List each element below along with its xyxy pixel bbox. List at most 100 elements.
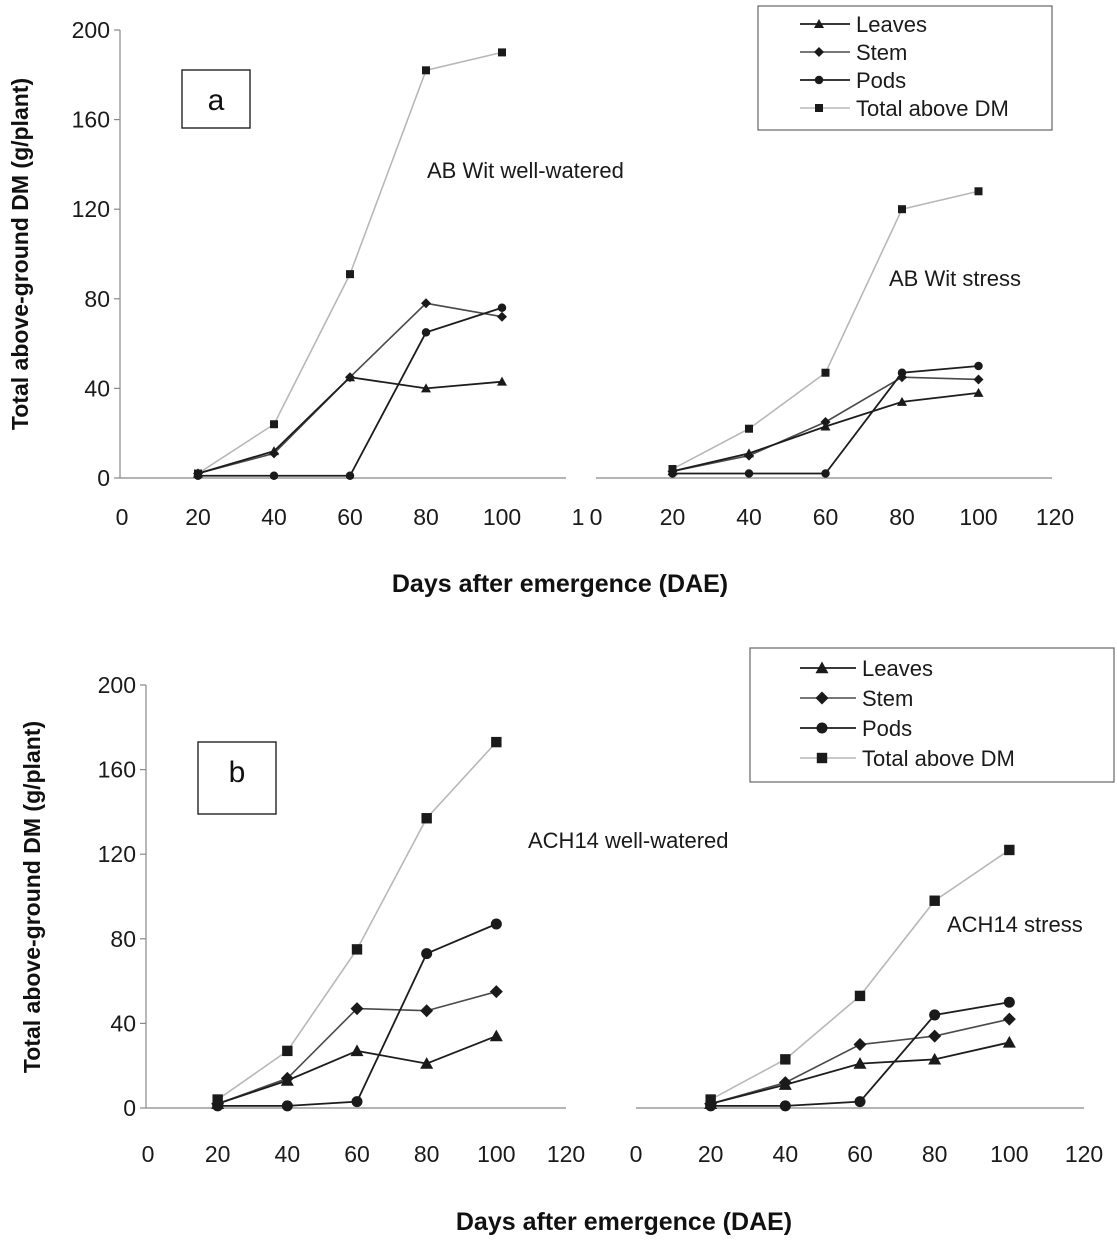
panel-b-subplot-1-point-leaves xyxy=(420,1057,434,1069)
panel-a-label-box xyxy=(181,69,251,129)
panel-b-subplot-2-point-pods xyxy=(705,1100,717,1112)
panel-b-subplot-1-point-total-above-dm xyxy=(351,944,363,955)
panel-a-subplot-1-point-pods xyxy=(269,471,279,481)
panel-a-subplot-1-x-tick-label: 60 xyxy=(337,504,363,530)
panel-a-subplot-1-point-leaves xyxy=(421,383,431,393)
panel-b-subplot-1-point-leaves xyxy=(489,1029,503,1042)
panel-a-subplot-1-x-tick-label: 40 xyxy=(261,504,287,530)
panel-b-subplot-1-point-pods xyxy=(281,1100,293,1112)
panel-b-subplot-1-point-leaves xyxy=(280,1074,294,1086)
panel-b-label-box xyxy=(197,741,277,815)
panel-b-subplot-2-point-leaves xyxy=(778,1078,792,1090)
panel-a-subplot-2-point-leaves xyxy=(744,448,754,458)
panel-b-y-axis-label: Total above-ground DM (g/plant) xyxy=(19,721,45,1073)
panel-b-subplot-1-point-total-above-dm xyxy=(421,813,432,824)
panel-b-subplot-1-x-tick-label: 0 xyxy=(142,1141,155,1167)
panel-b-subplot-1-point-stem xyxy=(489,985,503,999)
panel-b-subplot-1-point-leaves xyxy=(350,1044,364,1057)
panel-a-subplot-2-point-pods xyxy=(974,361,983,371)
panel-b-subplot-2-point-pods xyxy=(854,1096,866,1108)
panel-a-subplot-2-point-leaves xyxy=(820,421,831,431)
panel-b-subplot-1-point-pods xyxy=(490,918,502,930)
panel-b-y-tick-label: 200 xyxy=(98,672,136,698)
panel-b-y-tick-label: 40 xyxy=(110,1010,136,1036)
panel-b-subplot-2-point-pods xyxy=(1003,996,1015,1008)
panel-b-legend: Leaves Stem Pods Total above DM xyxy=(749,647,1115,783)
panel-a-subplot-2-point-total-above-dm xyxy=(974,187,983,196)
panel-b-legend-marker-leaves xyxy=(815,661,829,674)
panel-a-subplot-1-x-tick-label: 80 xyxy=(413,504,439,530)
panel-b-subplot-2-point-total-above-dm xyxy=(854,990,866,1002)
panel-a-legend-label-pods: Pods xyxy=(856,68,906,93)
panel-a-subplot-1-annotation: AB Wit well-watered xyxy=(427,158,624,183)
panel-a-subplot-1-point-total-above-dm xyxy=(346,270,354,279)
panel-b-legend-marker-pods xyxy=(816,722,828,734)
panel-a-legend-marker-stem xyxy=(814,47,824,57)
panel-a-subplot-2-x-tick-label: 20 xyxy=(660,504,686,530)
panel-a-subplot-1-point-leaves xyxy=(269,446,279,456)
panel-b-subplot-2-point-total-above-dm xyxy=(1004,844,1015,856)
panel-a-legend: Leaves Stem Pods Total above DM xyxy=(757,5,1053,131)
panel-a-subplot-1-point-leaves xyxy=(345,372,355,382)
panel-b-label-text: b xyxy=(229,756,246,789)
panel-a-subplot-2-line-leaves xyxy=(672,391,979,473)
panel-a-subplot-1-point-pods xyxy=(421,328,431,337)
panel-b-legend-label-total-above-dm: Total above DM xyxy=(862,746,1015,771)
panel-a-y-tick-label: 0 xyxy=(97,465,110,491)
panel-a-subplot-1-line-stem xyxy=(197,302,503,475)
panel-b-y-tick-label: 120 xyxy=(98,841,136,867)
panel-b-subplot-2-point-stem xyxy=(928,1029,942,1043)
panel-a-legend-frame xyxy=(757,5,1053,131)
panel-a-subplot-1-line-leaves xyxy=(197,376,503,475)
panel-a-legend-label-stem: Stem xyxy=(856,40,907,65)
panel-a-subplot-1: 0 20 40 60 80 100 1 AB Wit well-watered xyxy=(116,48,624,530)
panel-b-legend-marker-stem xyxy=(815,691,829,705)
panel-b-subplot-1-point-pods xyxy=(351,1096,363,1108)
panel-b-subplot-2-point-leaves xyxy=(1002,1035,1016,1048)
panel-a-legend-label-leaves: Leaves xyxy=(856,12,927,37)
panel-b-y-tick-label: 160 xyxy=(98,757,136,783)
panel-b-legend-label-pods: Pods xyxy=(862,716,912,741)
panel-a-subplot-1-point-total-above-dm xyxy=(422,66,430,75)
panel-a-subplot-1-x-tick-label: 1 xyxy=(572,504,585,530)
panel-b-subplot-2-x-tick-label: 60 xyxy=(847,1141,873,1167)
panel-b-subplot-2-x-tick-label: 40 xyxy=(773,1141,799,1167)
panel-a-y-tick-label: 200 xyxy=(72,17,110,43)
panel-b-subplot-2-point-stem xyxy=(1002,1012,1016,1026)
panel-b-subplot-1-x-tick-label: 100 xyxy=(477,1141,515,1167)
panel-a-y-tick-label: 80 xyxy=(84,286,110,312)
panel-b-subplot-2-point-pods xyxy=(779,1100,791,1112)
panel-a-y-axis-label: Total above-ground DM (g/plant) xyxy=(7,78,33,430)
panel-b-subplot-1-point-stem xyxy=(420,1004,434,1018)
panel-a-subplot-1-point-total-above-dm xyxy=(270,420,278,429)
panel-a-subplot-2-point-pods xyxy=(897,368,907,377)
panel-a-subplot-1-point-leaves xyxy=(497,376,507,386)
panel-b-x-axis-label: Days after emergence (DAE) xyxy=(456,1208,792,1236)
panel-a-legend-marker-total-above-dm xyxy=(815,104,823,112)
panel-a-subplot-1-line-pods xyxy=(198,306,503,477)
panel-a-subplot-2-x-tick-label: 40 xyxy=(736,504,762,530)
panel-a-legend-marker-pods xyxy=(814,75,824,85)
panel-b-subplot-1-x-tick-label: 80 xyxy=(414,1141,440,1167)
panel-a-subplot-2-x-tick-label: 80 xyxy=(889,504,915,530)
panel-a-subplot-2-point-total-above-dm xyxy=(821,368,830,377)
panel-b-y-tick-label: 80 xyxy=(110,926,136,952)
panel-b-subplot-2-annotation: ACH14 stress xyxy=(947,912,1083,937)
panel-b-subplot-2-point-pods xyxy=(929,1009,941,1021)
panel-b-subplot-2-line-leaves xyxy=(710,1041,1010,1105)
panel-a-subplot-2-point-total-above-dm xyxy=(745,424,753,433)
panel-b-subplot-1-x-tick-label: 20 xyxy=(205,1141,231,1167)
panel-a-subplot-2-point-pods xyxy=(744,469,754,478)
panel-a-subplot-1-x-tick-label: 20 xyxy=(185,504,211,530)
panel-a-y-tick-label: 120 xyxy=(72,196,110,222)
panel-a-subplot-2-point-stem xyxy=(973,374,984,385)
panel-b-subplot-2-x-tick-label: 80 xyxy=(922,1141,948,1167)
panel-b-subplot-1-annotation: ACH14 well-watered xyxy=(528,828,729,853)
panel-a-subplot-1-x-tick-label: 100 xyxy=(483,504,521,530)
panel-b-subplot-2-point-leaves xyxy=(853,1057,867,1069)
panel-b-legend-marker-total-above-dm xyxy=(816,752,828,764)
panel-a-subplot-1-x-tick-label: 0 xyxy=(116,504,129,530)
panel-a-label-text: a xyxy=(208,84,225,117)
panel-b-subplot-1-x-tick-label: 60 xyxy=(344,1141,370,1167)
